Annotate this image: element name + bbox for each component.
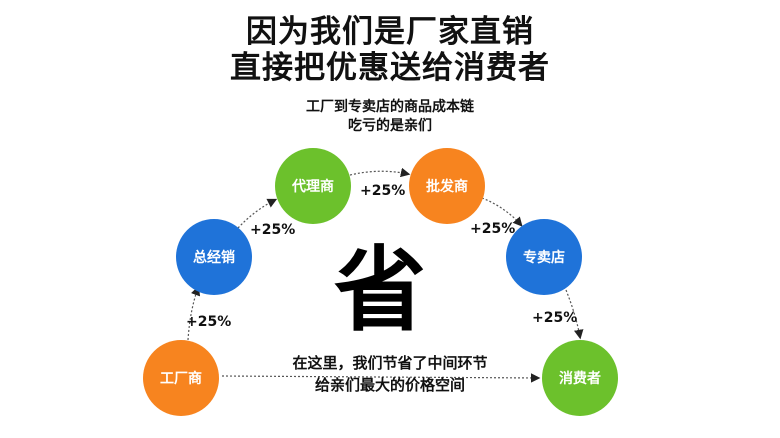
arrow-wholesaler-to-store [481, 197, 523, 227]
node-label: 代理商 [291, 178, 334, 195]
markup-label: +25% [186, 314, 231, 330]
node-label: 批发商 [426, 178, 468, 195]
node-circle [143, 340, 219, 416]
arrow-agent-to-wholesaler [349, 167, 411, 178]
node-circle [275, 148, 351, 224]
arrow-factory-to-distributor [187, 285, 201, 341]
subtitle-line-2: 吃亏的是亲们 [348, 118, 432, 134]
node-label: 消费者 [559, 370, 601, 387]
node-0: 工厂商 [143, 340, 219, 416]
save-character: 省 [334, 237, 426, 344]
node-1: 总经销 [176, 219, 252, 295]
node-circle [506, 219, 582, 295]
subtitle-line-1: 工厂到专卖店的商品成本链 [306, 99, 474, 115]
node-label: 总经销 [193, 249, 235, 266]
arrow-factory-to-consumer [221, 373, 541, 383]
node-circle [176, 219, 252, 295]
node-4: 专卖店 [506, 219, 582, 295]
node-2: 代理商 [275, 148, 351, 224]
markup-label: +25% [360, 183, 405, 199]
node-circle [542, 340, 618, 416]
node-label: 专卖店 [523, 249, 565, 266]
node-label: 工厂商 [160, 370, 202, 387]
markup-label: +25% [250, 222, 295, 238]
markup-label: +25% [532, 310, 577, 326]
markup-label: +25% [470, 221, 515, 237]
title-line-1: 因为我们是厂家直销 [246, 14, 534, 50]
node-3: 批发商 [409, 148, 485, 224]
note-line-1: 在这里，我们节省了中间环节 [292, 354, 488, 372]
note-line-2: 给亲们最大的价格空间 [314, 376, 465, 394]
arrow-store-to-consumer [565, 289, 584, 340]
node-5: 消费者 [542, 340, 618, 416]
title-line-2: 直接把优惠送给消费者 [230, 50, 550, 86]
node-circle [409, 148, 485, 224]
